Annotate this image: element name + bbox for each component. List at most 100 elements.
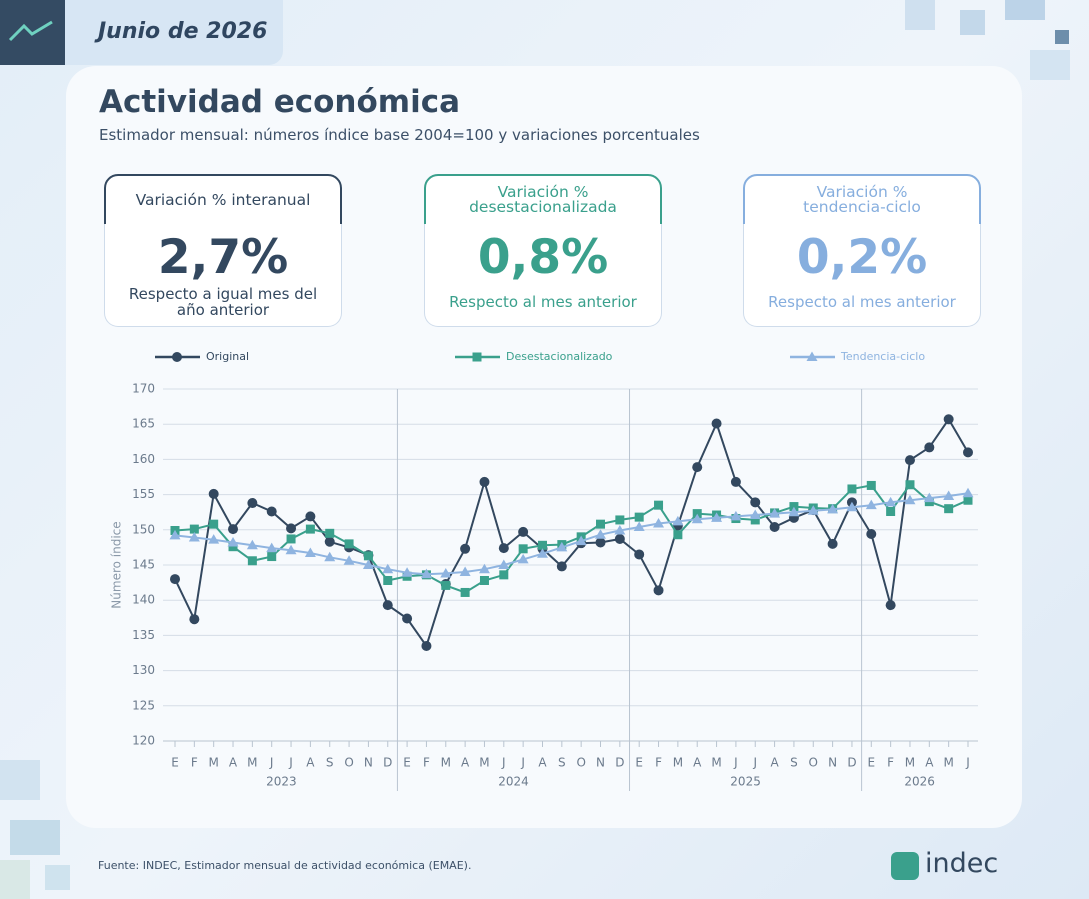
x-tick-label: O [576,756,585,770]
data-point [189,524,199,534]
x-tick-label: E [171,756,179,770]
data-point [654,500,664,510]
data-point [673,530,683,540]
x-tick-label: E [403,756,411,770]
data-point [324,536,335,547]
x-tick-label: S [558,756,566,770]
mosaic-tile [1005,0,1045,20]
logo-icon [891,852,919,880]
data-point [904,494,916,505]
x-tick-label: S [790,756,798,770]
data-point [653,585,664,596]
x-tick-label: A [925,756,934,770]
data-point [421,640,432,651]
data-point [769,508,781,518]
data-point [633,521,645,531]
data-point [459,566,471,577]
x-tick-label: F [423,756,430,770]
x-tick-label: M [905,756,915,770]
data-point [730,476,741,487]
x-tick-label: M [673,756,683,770]
data-point [536,548,548,558]
x-tick-label: M [441,756,451,770]
data-point [343,555,355,565]
subtitle: Estimador mensual: números índice base 2… [99,126,700,144]
x-tick-label: F [655,756,662,770]
x-tick-label: D [847,756,856,770]
data-point [575,535,587,546]
legend-label: Tendencia-ciclo [840,350,925,363]
data-point [827,503,839,514]
data-point [208,534,220,544]
year-label: 2025 [730,775,761,789]
mosaic-tile [45,865,70,890]
x-tick-label: F [191,756,198,770]
x-tick-label: F [887,756,894,770]
x-tick-label: A [693,756,702,770]
data-point [789,502,799,512]
data-point [209,519,219,529]
data-point [596,519,606,529]
data-point [692,509,702,519]
data-point [943,490,955,501]
data-point [383,575,393,585]
x-tick-label: N [364,756,373,770]
mosaic-tile [1030,50,1070,80]
mosaic-tile [10,820,60,855]
mosaic-tile [960,10,985,35]
data-point [943,414,954,425]
series-line [174,417,969,649]
x-tick-label: M [943,756,953,770]
kpi-note: Respecto al mes anterior [768,293,956,311]
x-tick-label: J [965,756,970,770]
kpi-body: 2,7% Respecto a igual mes del año anterio… [104,224,342,327]
data-point [344,539,354,549]
data-point [266,506,277,517]
data-point [595,537,606,548]
data-point [923,492,935,503]
year-label: 2023 [266,775,297,789]
data-point [962,487,974,498]
x-tick-label: E [867,756,875,770]
x-tick-label: S [326,756,334,770]
y-tick-label: 170 [132,382,155,396]
mosaic-tile [1055,30,1069,44]
legend-marker [172,352,182,362]
data-point [479,575,489,585]
data-point [653,517,665,528]
mosaic-tile [905,0,935,30]
y-tick-label: 155 [132,487,155,501]
data-point [672,515,684,526]
data-point [227,536,239,547]
data-point [769,521,780,532]
data-point [304,547,316,558]
data-point [944,504,954,514]
data-point [750,497,761,508]
kpi-label: Variación % desestacionalizada [424,174,662,226]
data-point [188,532,200,542]
y-tick-label: 120 [132,734,155,748]
header-icon [0,0,65,65]
data-point [730,510,742,521]
data-point [750,515,760,525]
legend-label: Desestacionalizado [506,350,613,363]
data-point [285,544,297,555]
data-point [846,501,858,512]
y-tick-label: 140 [132,593,155,607]
data-point [324,551,336,562]
y-tick-label: 125 [132,698,155,712]
data-point [827,538,838,549]
x-tick-label: J [733,756,738,770]
date: Junio de 2026 [98,19,268,44]
data-point [691,513,703,524]
data-point [711,512,723,522]
zigzag [8,20,53,42]
x-tick-label: M [479,756,489,770]
data-point [692,462,703,473]
data-point [847,484,857,494]
data-point [286,534,296,544]
data-point [498,559,510,569]
x-tick-label: D [383,756,392,770]
data-point [517,553,529,564]
